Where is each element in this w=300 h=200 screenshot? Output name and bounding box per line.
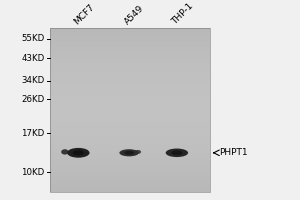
Bar: [50, 83, 210, 86]
Bar: [50, 174, 210, 176]
Bar: [50, 59, 210, 61]
Bar: [50, 88, 210, 90]
Bar: [50, 118, 210, 120]
Bar: [50, 176, 210, 178]
Bar: [50, 40, 210, 42]
Bar: [50, 172, 210, 174]
Bar: [50, 75, 210, 77]
Bar: [50, 127, 210, 129]
Bar: [50, 53, 210, 55]
Text: 26KD: 26KD: [21, 95, 45, 104]
Bar: [50, 186, 210, 188]
Text: 17KD: 17KD: [21, 129, 45, 138]
Bar: [50, 42, 210, 45]
Bar: [50, 149, 210, 151]
Bar: [50, 108, 210, 110]
Bar: [50, 122, 210, 125]
Text: 10KD: 10KD: [21, 168, 45, 177]
Bar: [50, 153, 210, 155]
Bar: [50, 141, 210, 143]
Bar: [50, 116, 210, 118]
Bar: [50, 190, 210, 192]
Bar: [50, 51, 210, 53]
Bar: [50, 57, 210, 59]
Bar: [50, 114, 210, 116]
Bar: [50, 63, 210, 65]
Bar: [50, 67, 210, 69]
Bar: [50, 143, 210, 145]
Bar: [50, 86, 210, 88]
Bar: [50, 151, 210, 153]
Bar: [50, 166, 210, 168]
Bar: [50, 47, 210, 49]
Bar: [50, 188, 210, 190]
Bar: [50, 100, 210, 102]
Bar: [50, 131, 210, 133]
Ellipse shape: [171, 150, 182, 155]
Bar: [50, 170, 210, 172]
Bar: [50, 112, 210, 114]
Bar: [50, 135, 210, 137]
Bar: [50, 155, 210, 157]
Text: PHPT1: PHPT1: [219, 148, 247, 157]
Bar: [50, 94, 210, 96]
Bar: [50, 102, 210, 104]
Bar: [50, 65, 210, 67]
Bar: [50, 104, 210, 106]
Ellipse shape: [135, 150, 141, 154]
Bar: [50, 73, 210, 75]
Bar: [50, 184, 210, 186]
Ellipse shape: [73, 150, 84, 156]
Bar: [50, 145, 210, 147]
Text: MCF7: MCF7: [72, 2, 96, 26]
Bar: [50, 161, 210, 163]
Bar: [50, 147, 210, 149]
Bar: [50, 159, 210, 161]
Bar: [50, 92, 210, 94]
Ellipse shape: [119, 149, 139, 156]
Bar: [50, 98, 210, 100]
Bar: [50, 28, 210, 30]
Bar: [50, 129, 210, 131]
Bar: [50, 163, 210, 166]
Bar: [50, 81, 210, 83]
Bar: [50, 157, 210, 159]
Bar: [50, 49, 210, 51]
Bar: [50, 120, 210, 122]
Text: THP-1: THP-1: [170, 1, 195, 26]
Bar: [50, 168, 210, 170]
Bar: [50, 69, 210, 71]
Bar: [50, 106, 210, 108]
Bar: [50, 30, 210, 32]
Bar: [50, 180, 210, 182]
Text: 55KD: 55KD: [21, 34, 45, 43]
Bar: [50, 79, 210, 81]
Bar: [50, 125, 210, 127]
Bar: [50, 55, 210, 57]
Bar: [50, 110, 210, 112]
Bar: [50, 139, 210, 141]
Bar: [50, 96, 210, 98]
Bar: [50, 34, 210, 36]
Ellipse shape: [124, 151, 134, 155]
Bar: [50, 133, 210, 135]
Ellipse shape: [61, 149, 69, 155]
Bar: [50, 77, 210, 79]
Bar: [50, 71, 210, 73]
Text: A549: A549: [123, 4, 146, 26]
Bar: [50, 182, 210, 184]
Bar: [50, 45, 210, 47]
Text: 34KD: 34KD: [21, 76, 45, 85]
Bar: [50, 28, 210, 192]
Bar: [50, 36, 210, 38]
Bar: [50, 38, 210, 40]
Bar: [50, 32, 210, 34]
Bar: [50, 61, 210, 63]
Bar: [50, 90, 210, 92]
Ellipse shape: [166, 149, 188, 157]
Bar: [50, 178, 210, 180]
Bar: [50, 137, 210, 139]
Text: 43KD: 43KD: [21, 54, 45, 63]
Ellipse shape: [67, 148, 89, 158]
